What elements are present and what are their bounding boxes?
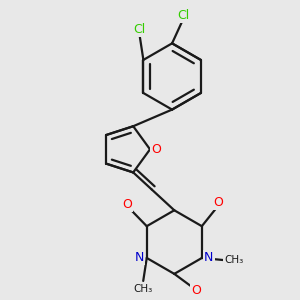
Text: N: N (204, 250, 214, 264)
Text: Cl: Cl (133, 23, 145, 36)
Text: O: O (151, 143, 161, 156)
Text: O: O (214, 196, 224, 209)
Text: N: N (135, 250, 144, 264)
Text: CH₃: CH₃ (134, 284, 153, 294)
Text: CH₃: CH₃ (224, 255, 243, 265)
Text: O: O (191, 284, 201, 297)
Text: O: O (122, 198, 132, 211)
Text: Cl: Cl (177, 9, 190, 22)
